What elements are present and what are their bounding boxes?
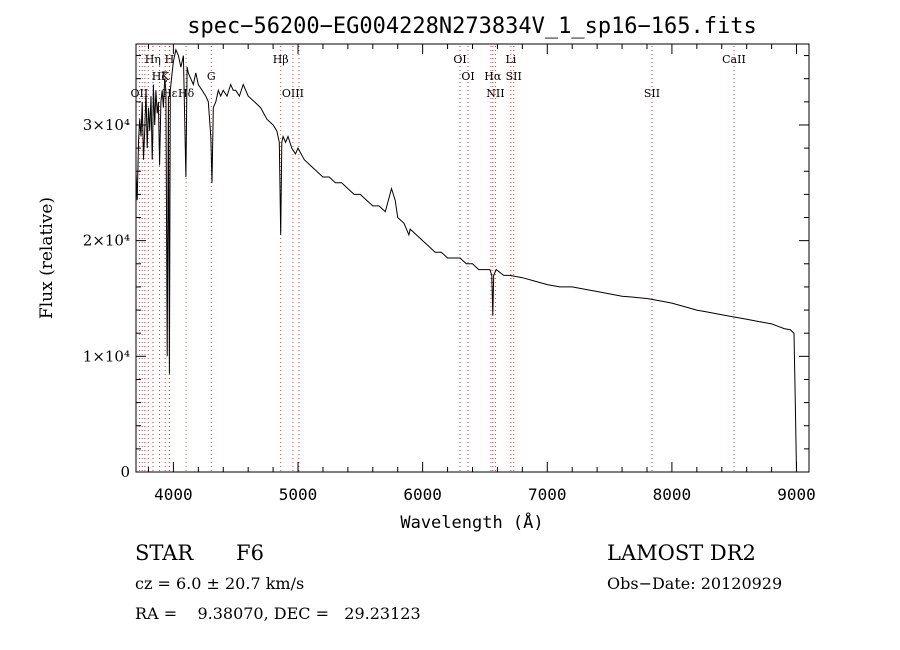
- chart-title: spec−56200−EG004228N273834V_1_sp16−165.f…: [187, 14, 757, 39]
- x-tick-label: 8000: [653, 485, 692, 504]
- marker-label: Hδ: [178, 87, 195, 100]
- x-axis-ticks: 4000 5000 6000 7000 8000 9000: [147, 44, 816, 504]
- observation-date: Obs−Date: 20120929: [607, 574, 783, 593]
- object-class: STAR: [135, 541, 194, 565]
- marker-label: Li: [505, 53, 516, 66]
- plot-frame: [135, 43, 810, 473]
- x-tick-label: 5000: [279, 485, 318, 504]
- x-axis-label: Wavelength (Å): [400, 511, 543, 533]
- marker-label: SII: [506, 70, 522, 83]
- x-tick-label: 4000: [154, 485, 193, 504]
- marker-label: K: [161, 70, 170, 83]
- emission-line-markers: [138, 46, 735, 471]
- marker-label: Hζ: [152, 70, 168, 83]
- x-tick-label: 7000: [528, 485, 567, 504]
- marker-label: Hα: [484, 70, 502, 83]
- redshift-velocity: cz = 6.0 ± 20.7 km/s: [135, 574, 305, 593]
- y-axis-ticks: 0 1×10⁴ 2×10⁴ 3×10⁴: [83, 55, 809, 481]
- y-tick-label: 1×10⁴: [83, 347, 130, 365]
- y-tick-label: 0: [120, 463, 130, 481]
- subclass: F6: [236, 541, 264, 565]
- marker-label: SII: [644, 87, 660, 100]
- marker-label: OI: [453, 53, 466, 66]
- marker-label: G: [207, 70, 216, 83]
- survey-name: LAMOST DR2: [607, 541, 756, 565]
- marker-label: OI: [461, 70, 474, 83]
- marker-label: H: [165, 53, 175, 66]
- x-tick-label: 6000: [403, 485, 442, 504]
- y-tick-label: 3×10⁴: [83, 116, 130, 134]
- x-tick-label: 9000: [777, 485, 816, 504]
- y-tick-label: 2×10⁴: [83, 232, 130, 250]
- y-axis-label: Flux (relative): [37, 197, 57, 319]
- marker-label: OII: [131, 87, 149, 100]
- coordinates: RA = 9.38070, DEC = 29.23123: [135, 604, 421, 623]
- marker-label: Hη: [145, 53, 161, 66]
- marker-label: OIII: [282, 87, 304, 100]
- spectrum-line: [135, 48, 797, 473]
- marker-label: NII: [486, 87, 504, 100]
- marker-label: Hβ: [273, 53, 289, 66]
- marker-label: CaII: [722, 53, 746, 66]
